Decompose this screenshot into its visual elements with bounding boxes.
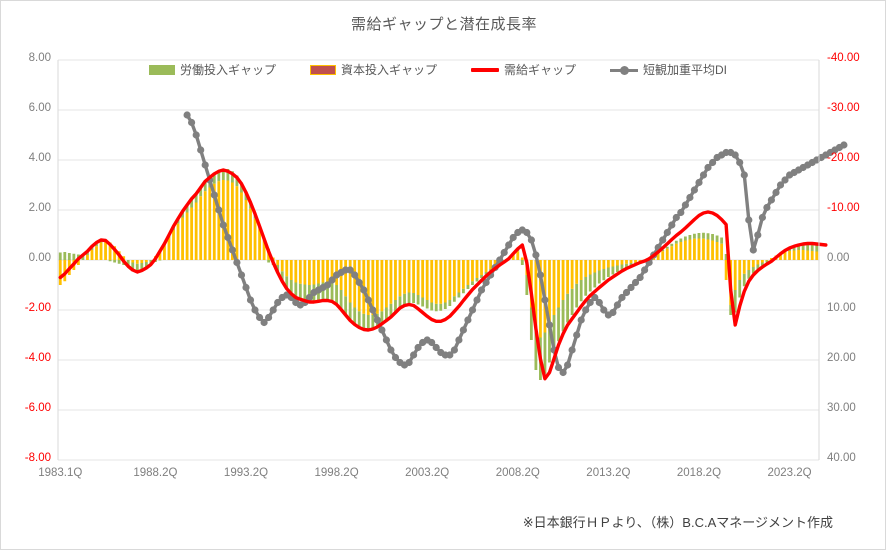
x-axis-tick: 1993.2Q — [223, 467, 269, 479]
legend-swatch-red-line-icon — [471, 67, 499, 72]
y-axis-right-tick: -10.00 — [827, 202, 860, 214]
y-axis-left-tick: 0.00 — [28, 252, 51, 264]
y-axis-right-tick: 40.00 — [827, 452, 856, 464]
chart-footnote: ※日本銀行ＨＰより、（株）B.C.Aマネージメント作成 — [522, 515, 833, 530]
x-axis-tick: 1988.2Q — [133, 467, 178, 479]
markers-tankan-di — [183, 111, 848, 377]
line-series-tankan-di — [185, 113, 846, 375]
legend-item-labor-gap[interactable]: 労働投入ギャップ — [148, 61, 276, 78]
y-axis-left-tick: 8.00 — [28, 52, 51, 64]
x-axis-tick: 2008.2Q — [495, 467, 540, 479]
x-axis-tick: 2023.2Q — [767, 467, 812, 479]
x-axis-tick: 2018.2Q — [676, 467, 722, 479]
gridlines — [58, 59, 819, 461]
y-axis-right-tick: 10.00 — [827, 302, 856, 314]
y-axis-left-tick: -8.00 — [24, 452, 51, 464]
y-axis-right-tick: 30.00 — [827, 402, 856, 414]
legend-label-labor-gap: 労働投入ギャップ — [179, 63, 276, 77]
axis-lines — [57, 60, 820, 460]
y-axis-left-tick: 2.00 — [28, 202, 51, 214]
bar-series-capital-gap — [58, 180, 819, 338]
y-axis-left-tick: -2.00 — [24, 302, 51, 314]
line-series-demand-supply-gap — [58, 168, 828, 381]
legend-label-tankan-di: 短観加重平均DI — [643, 63, 728, 77]
x-axis-tick: 2013.2Q — [586, 467, 631, 479]
legend-swatch-labor-icon — [148, 64, 175, 75]
x-axis-tick: 1983.1Q — [38, 467, 83, 479]
page-title: 需給ギャップと潜在成長率 — [350, 16, 537, 33]
x-axis-tick: 1998.2Q — [314, 467, 359, 479]
legend-swatch-capital-icon — [309, 64, 336, 75]
legend-item-tankan-di[interactable]: 短観加重平均DI — [610, 61, 727, 78]
y-axis-right-tick: 0.00 — [827, 252, 850, 264]
legend-item-demand-supply-gap[interactable]: 需給ギャップ — [471, 61, 576, 78]
y-axis-left-tick: 4.00 — [28, 152, 51, 164]
legend-swatch-gray-marker-line-icon — [610, 65, 639, 75]
chart-legend: 労働投入ギャップ 資本投入ギャップ 需給ギャップ 短観加重平均DI — [58, 61, 818, 78]
legend-label-demand-supply-gap: 需給ギャップ — [504, 63, 577, 77]
x-axis-tick: 2003.2Q — [405, 467, 450, 479]
y-axis-right-tick: -30.00 — [827, 102, 860, 114]
y-axis-left-tick: -6.00 — [24, 402, 51, 414]
legend-label-capital-gap: 資本投入ギャップ — [340, 63, 437, 77]
y-axis-left-tick: -4.00 — [24, 352, 51, 364]
y-axis-right-tick: -20.00 — [827, 152, 860, 164]
legend-item-capital-gap[interactable]: 資本投入ギャップ — [309, 61, 437, 78]
y-axis-right-tick: 20.00 — [827, 352, 856, 364]
y-axis-right-tick: -40.00 — [827, 52, 860, 64]
y-axis-left-tick: 6.00 — [28, 102, 51, 114]
